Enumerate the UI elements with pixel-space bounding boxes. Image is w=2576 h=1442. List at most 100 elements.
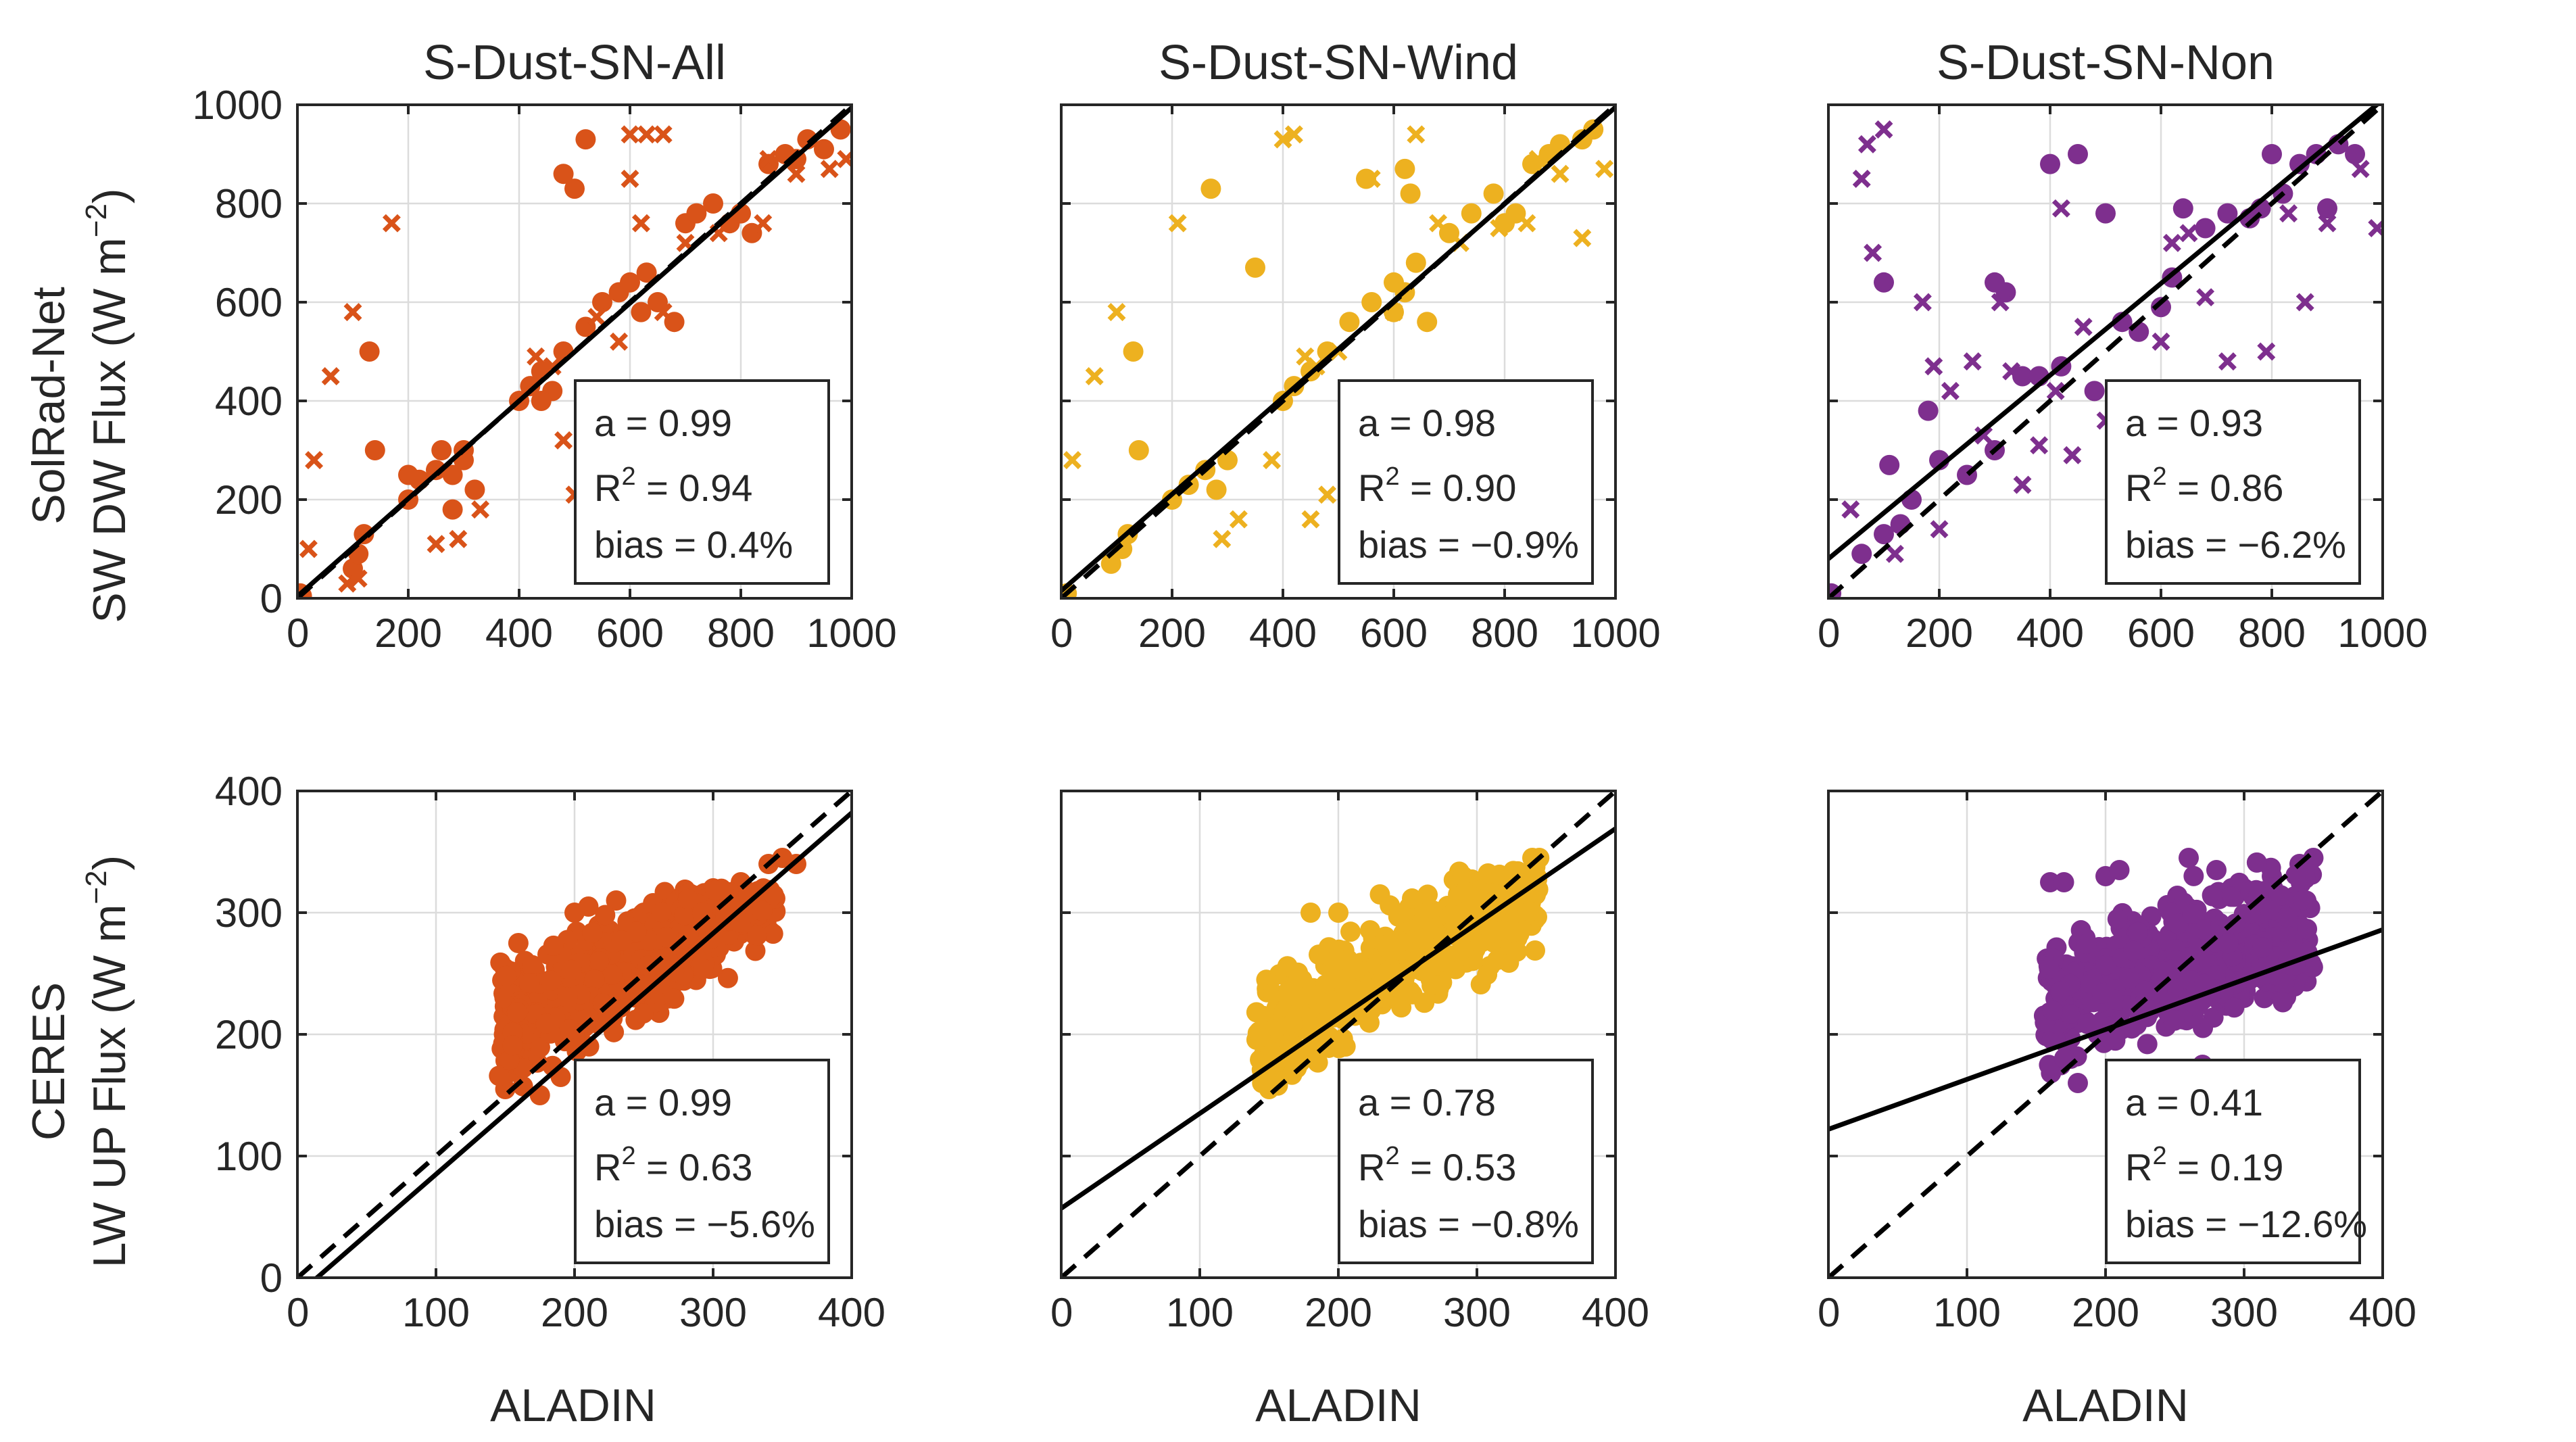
chart-0-point-cross-21 xyxy=(787,164,806,183)
chart-0-point-cross-14 xyxy=(637,125,656,144)
chart-5-fit-line xyxy=(1828,927,2383,1132)
chart-3-series-0 xyxy=(489,848,806,1105)
chart-4-point-0-315 xyxy=(1308,944,1329,965)
chart-5-point-0-484 xyxy=(2285,865,2306,886)
chart-3-point-0-452 xyxy=(762,923,783,944)
chart-5-point-0-452 xyxy=(2060,1003,2081,1024)
chart-1-point-cross-3 xyxy=(1168,214,1187,233)
chart-1-point-0-24 xyxy=(1483,183,1504,204)
chart-2-point-0-32 xyxy=(2345,144,2365,164)
chart-0-point-0-13 xyxy=(464,479,485,500)
chart-2-point-0-30 xyxy=(2317,198,2337,219)
chart-1-plot-area xyxy=(1061,105,1615,598)
chart-5-point-0-494 xyxy=(2095,955,2116,976)
row-label-bottom-line1: CERES xyxy=(23,982,74,1140)
chart-5-stat-slope: a = 0.41 xyxy=(2125,1081,2263,1124)
chart-4-point-0-190 xyxy=(1391,997,1412,1018)
chart-4-stat-r2: R2 = 0.53 xyxy=(1358,1142,1516,1188)
chart-3-point-0-478 xyxy=(602,964,623,985)
chart-0-point-cross-10 xyxy=(543,357,562,376)
chart-4-point-0-132 xyxy=(1360,920,1381,941)
chart-4-point-0-430 xyxy=(1400,932,1421,953)
chart-1-point-0-23 xyxy=(1461,203,1482,224)
chart-2-point-cross-8 xyxy=(1974,426,1993,445)
chart-3-point-0-368 xyxy=(606,980,627,1001)
panel-sw-non: 0 200 400 600 800 1000 S-Dust-SN-Non a = 0.93 R2… xyxy=(1818,36,2428,656)
chart-3-point-0-12 xyxy=(564,903,585,923)
chart-3-point-0-583 xyxy=(519,973,540,994)
chart-0-point-0-24 xyxy=(636,262,657,283)
chart-4-stat-r2-value: = 0.53 xyxy=(1400,1146,1517,1188)
chart-0-xtick-label-0: 0 xyxy=(287,610,309,656)
chart-2-stat-bias: bias = −6.2% xyxy=(2125,523,2346,566)
chart-0-point-0-5 xyxy=(364,440,385,460)
chart-1-point-cross-7 xyxy=(1273,130,1292,149)
chart-5-stat-r2-exp: 2 xyxy=(2152,1142,2166,1170)
chart-4-point-0-403 xyxy=(1492,920,1513,941)
chart-0-ytick-label-5: 1000 xyxy=(193,82,283,128)
chart-5-stat-r2: R2 = 0.19 xyxy=(2125,1142,2283,1188)
chart-0-stats-frame xyxy=(574,379,830,585)
chart-4-point-0-3 xyxy=(1328,903,1348,923)
chart-0-ytick-label-0: 0 xyxy=(260,576,283,621)
chart-0-point-cross-11 xyxy=(587,308,606,327)
chart-3-point-0-518 xyxy=(559,1019,580,1040)
panel-lw-non: 0 100 200 300 400 a = 0.41 R2 = 0.19 bias = −12… xyxy=(1818,790,2416,1335)
chart-0-title: S-Dust-SN-All xyxy=(423,36,726,90)
chart-3-point-0-477 xyxy=(747,925,768,946)
chart-4-point-0-420 xyxy=(1327,968,1348,989)
row-label-top-units: SW DW Flux (W m xyxy=(84,237,135,623)
chart-5-point-0-516 xyxy=(2050,981,2071,1002)
chart-2-point-0-15 xyxy=(2084,381,2105,402)
chart-1-point-0-12 xyxy=(1245,257,1265,278)
chart-2-point-0-26 xyxy=(2262,144,2282,164)
chart-4-point-0-457 xyxy=(1301,984,1322,1005)
chart-5-point-0-531 xyxy=(2182,903,2203,924)
chart-3-point-0-475 xyxy=(702,928,723,949)
chart-2-point-0-9 xyxy=(1995,282,2016,303)
chart-3-point-0-574 xyxy=(496,965,517,986)
chart-2-point-cross-12 xyxy=(2030,436,2049,455)
chart-5-point-0-3 xyxy=(2109,860,2130,880)
chart-4-point-0-459 xyxy=(1376,963,1396,984)
chart-5-xtick-label-2: 200 xyxy=(2072,1290,2139,1335)
chart-3-point-0-263 xyxy=(633,1003,654,1024)
chart-3-point-0-586 xyxy=(656,927,677,948)
chart-5-point-0-527 xyxy=(2135,980,2156,1001)
chart-4-point-0-355 xyxy=(1414,992,1435,1013)
chart-5-point-0-505 xyxy=(2039,1055,2060,1076)
chart-3-point-0-548 xyxy=(522,955,543,976)
chart-3-point-0-579 xyxy=(674,905,695,926)
chart-5-point-0-464 xyxy=(2168,913,2189,934)
chart-2-point-cross-34 xyxy=(1930,520,1949,539)
chart-2-point-cross-19 xyxy=(2152,332,2170,351)
chart-1-point-cross-19 xyxy=(1517,214,1536,233)
chart-2-stat-r2-base: R xyxy=(2125,466,2152,509)
chart-0-point-cross-3 xyxy=(382,214,401,233)
chart-5-point-0-534 xyxy=(2093,1032,2114,1053)
chart-2-point-cross-4 xyxy=(1913,293,1932,312)
chart-2-point-0-21 xyxy=(2172,198,2193,219)
chart-5-point-0-537 xyxy=(2123,940,2144,961)
row-label-top-line1: SolRad-Net xyxy=(23,287,74,525)
chart-3-xtick-label-1: 100 xyxy=(402,1290,470,1335)
chart-1-xtick-label-1: 200 xyxy=(1138,610,1206,656)
chart-3-stats-box: a = 0.99 R2 = 0.63 bias = −5.6% xyxy=(574,1059,830,1264)
chart-5-point-0-523 xyxy=(2293,890,2314,911)
chart-5-stat-r2-value: = 0.19 xyxy=(2167,1146,2284,1188)
chart-2-stats-frame xyxy=(2105,379,2361,585)
chart-1-point-cross-16 xyxy=(1429,214,1448,233)
chart-2-point-cross-27 xyxy=(2279,204,2298,223)
chart-1-series-1 xyxy=(1063,125,1614,548)
chart-2-point-cross-11 xyxy=(2013,475,2032,494)
chart-5-xtick-label-3: 300 xyxy=(2210,1290,2278,1335)
chart-1-stat-r2: R2 = 0.90 xyxy=(1358,462,1516,509)
chart-3-xtick-label-4: 400 xyxy=(818,1290,885,1335)
chart-2-point-cross-1 xyxy=(1857,135,1876,153)
chart-0-xtick-label-4: 800 xyxy=(707,610,775,656)
chart-3-point-0-576 xyxy=(611,930,632,951)
chart-4-point-0-349 xyxy=(1507,941,1528,962)
row-label-top-close: ) xyxy=(84,188,135,203)
chart-3-fit-line xyxy=(313,811,852,1278)
chart-0-point-cross-27 xyxy=(338,574,357,593)
